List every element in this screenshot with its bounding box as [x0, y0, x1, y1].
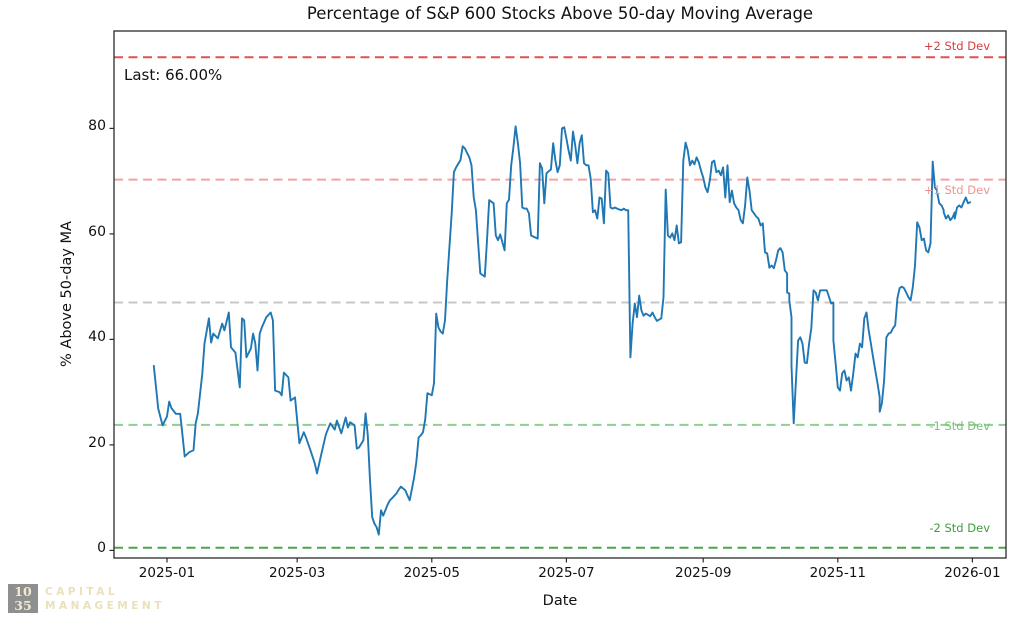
logo-10-35-badge: 10 35	[8, 584, 38, 613]
x-tick-label-2025-09: 2025-09	[675, 565, 732, 581]
x-axis-label: Date	[542, 593, 578, 609]
x-tick-label-2025-07: 2025-07	[538, 565, 595, 581]
x-tick-label-2026-01: 2026-01	[944, 565, 1001, 581]
y-tick-label-40: 40	[88, 329, 106, 346]
std-dev-label-plus1: +1 Std Dev	[923, 182, 990, 197]
logo-badge-line2: 35	[14, 598, 32, 613]
plot-frame	[113, 30, 1007, 559]
y-tick-label-80: 80	[88, 118, 106, 135]
x-tick-label-2025-03: 2025-03	[268, 565, 326, 581]
std-dev-label-plus2: +2 Std Dev	[923, 39, 990, 54]
logo-caption-capital: CAPITAL	[45, 586, 119, 598]
y-tick-label-60: 60	[88, 223, 106, 240]
x-tick-label-2025-01: 2025-01	[138, 565, 196, 581]
x-tick-label-2025-11: 2025-11	[809, 565, 866, 581]
std-dev-label-minus1: -1 Std Dev	[929, 418, 990, 433]
x-tick-label-2025-05: 2025-05	[403, 565, 460, 581]
std-dev-label-minus2: -2 Std Dev	[929, 520, 990, 535]
logo-badge-line1: 10	[14, 584, 32, 599]
logo-caption-management: MANAGEMENT	[45, 600, 165, 612]
last-value-annotation: Last: 66.00%	[124, 66, 223, 84]
chart-title: Percentage of S&P 600 Stocks Above 50-da…	[306, 4, 814, 23]
y-tick-label-20: 20	[88, 434, 106, 451]
y-tick-label-0: 0	[97, 540, 106, 557]
series-line	[152, 125, 972, 536]
